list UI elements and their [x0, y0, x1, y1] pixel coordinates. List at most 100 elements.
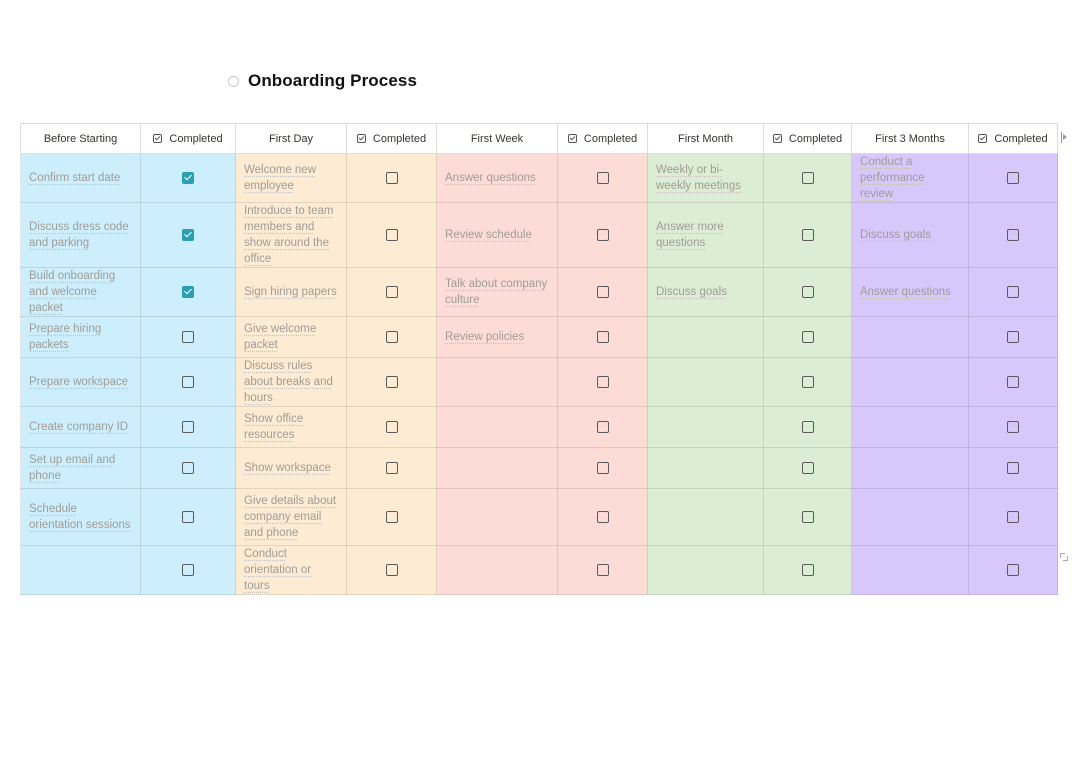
checkbox[interactable] [801, 376, 814, 389]
task-cell[interactable]: Give welcome packet [235, 316, 347, 358]
completed-column-header[interactable]: Completed [557, 123, 648, 154]
task-label[interactable]: Conduct orientation or tours [244, 548, 312, 592]
task-cell[interactable]: Discuss goals [647, 267, 764, 317]
task-cell[interactable] [647, 488, 764, 546]
checkbox[interactable] [385, 564, 398, 577]
checkbox[interactable] [596, 376, 609, 389]
resize-handle-icon[interactable] [1060, 553, 1068, 561]
task-cell[interactable] [851, 316, 969, 358]
task-label[interactable]: Introduce to team members and show aroun… [244, 205, 334, 265]
task-cell[interactable] [851, 488, 969, 546]
task-cell[interactable]: Prepare hiring packets [20, 316, 141, 358]
task-cell[interactable]: Give details about company email and pho… [235, 488, 347, 546]
task-cell[interactable]: Conduct a performance review [851, 153, 969, 203]
completed-column-header[interactable]: Completed [968, 123, 1058, 154]
task-label[interactable]: Talk about company culture [445, 278, 548, 306]
checkbox[interactable] [801, 564, 814, 577]
checkbox[interactable] [801, 421, 814, 434]
checkbox[interactable] [596, 172, 609, 185]
checkbox[interactable] [596, 229, 609, 242]
task-cell[interactable]: Create company ID [20, 406, 141, 448]
task-label[interactable]: Schedule orientation sessions [29, 503, 131, 531]
task-cell[interactable]: Schedule orientation sessions [20, 488, 141, 546]
checkbox-checked[interactable] [182, 229, 194, 242]
checkbox[interactable] [1007, 286, 1019, 299]
task-label[interactable]: Confirm start date [29, 172, 121, 184]
column-header[interactable]: First Week [436, 123, 558, 154]
task-label[interactable]: Create company ID [29, 421, 129, 433]
task-cell[interactable]: Answer more questions [647, 202, 764, 268]
checkbox[interactable] [182, 421, 194, 434]
column-header[interactable]: Before Starting [20, 123, 141, 154]
task-cell[interactable] [851, 406, 969, 448]
checkbox[interactable] [1007, 331, 1019, 344]
task-label[interactable]: Weekly or bi-weekly meetings [656, 164, 742, 192]
collapse-panel-icon[interactable] [1061, 132, 1067, 143]
checkbox-checked[interactable] [182, 172, 194, 185]
checkbox[interactable] [182, 331, 194, 344]
task-cell[interactable] [436, 545, 558, 595]
task-label[interactable]: Discuss dress code and parking [29, 221, 129, 249]
task-label[interactable]: Prepare hiring packets [29, 323, 102, 351]
checkbox[interactable] [385, 286, 398, 299]
checkbox[interactable] [1007, 511, 1019, 524]
completed-column-header[interactable]: Completed [346, 123, 437, 154]
task-cell[interactable] [647, 316, 764, 358]
task-label[interactable]: Welcome new employee [244, 164, 317, 192]
task-label[interactable]: Show workspace [244, 462, 331, 474]
task-label[interactable]: Conduct a performance review [860, 156, 925, 200]
checkbox[interactable] [801, 331, 814, 344]
task-cell[interactable] [436, 357, 558, 407]
task-cell[interactable]: Weekly or bi-weekly meetings [647, 153, 764, 203]
checkbox[interactable] [385, 421, 398, 434]
checkbox[interactable] [801, 286, 814, 299]
task-label[interactable]: Discuss goals [656, 286, 727, 298]
task-cell[interactable] [647, 447, 764, 489]
task-cell[interactable]: Answer questions [851, 267, 969, 317]
task-cell[interactable]: Discuss goals [851, 202, 969, 268]
task-cell[interactable] [647, 545, 764, 595]
checkbox[interactable] [1007, 172, 1019, 185]
task-label[interactable]: Set up email and phone [29, 454, 116, 482]
checkbox[interactable] [385, 511, 398, 524]
checkbox[interactable] [801, 511, 814, 524]
task-cell[interactable]: Discuss rules about breaks and hours [235, 357, 347, 407]
checkbox[interactable] [801, 172, 814, 185]
task-label[interactable]: Discuss goals [860, 229, 931, 241]
checkbox[interactable] [385, 376, 398, 389]
task-cell[interactable] [20, 545, 141, 595]
checkbox[interactable] [596, 511, 609, 524]
task-cell[interactable]: Prepare workspace [20, 357, 141, 407]
task-cell[interactable]: Answer questions [436, 153, 558, 203]
task-cell[interactable]: Welcome new employee [235, 153, 347, 203]
checkbox[interactable] [596, 421, 609, 434]
checkbox[interactable] [385, 172, 398, 185]
checkbox[interactable] [182, 376, 194, 389]
task-label[interactable]: Review policies [445, 331, 525, 343]
task-label[interactable]: Give details about company email and pho… [244, 495, 337, 539]
task-label[interactable]: Give welcome packet [244, 323, 317, 351]
task-label[interactable]: Review schedule [445, 229, 532, 241]
task-cell[interactable] [436, 447, 558, 489]
task-cell[interactable]: Show workspace [235, 447, 347, 489]
checkbox[interactable] [385, 331, 398, 344]
task-cell[interactable]: Discuss dress code and parking [20, 202, 141, 268]
task-label[interactable]: Answer questions [445, 172, 536, 184]
task-label[interactable]: Show office resources [244, 413, 304, 441]
task-cell[interactable]: Review policies [436, 316, 558, 358]
checkbox[interactable] [1007, 376, 1019, 389]
column-header[interactable]: First Day [235, 123, 347, 154]
checkbox[interactable] [1007, 564, 1019, 577]
task-label[interactable]: Build onboarding and welcome packet [29, 270, 116, 314]
task-cell[interactable] [647, 357, 764, 407]
task-cell[interactable]: Show office resources [235, 406, 347, 448]
task-cell[interactable] [851, 447, 969, 489]
task-cell[interactable]: Confirm start date [20, 153, 141, 203]
checkbox[interactable] [596, 286, 609, 299]
checkbox[interactable] [801, 462, 814, 475]
column-header[interactable]: First 3 Months [851, 123, 969, 154]
task-cell[interactable]: Build onboarding and welcome packet [20, 267, 141, 317]
checkbox[interactable] [385, 462, 398, 475]
task-cell[interactable]: Sign hiring papers [235, 267, 347, 317]
checkbox[interactable] [801, 229, 814, 242]
